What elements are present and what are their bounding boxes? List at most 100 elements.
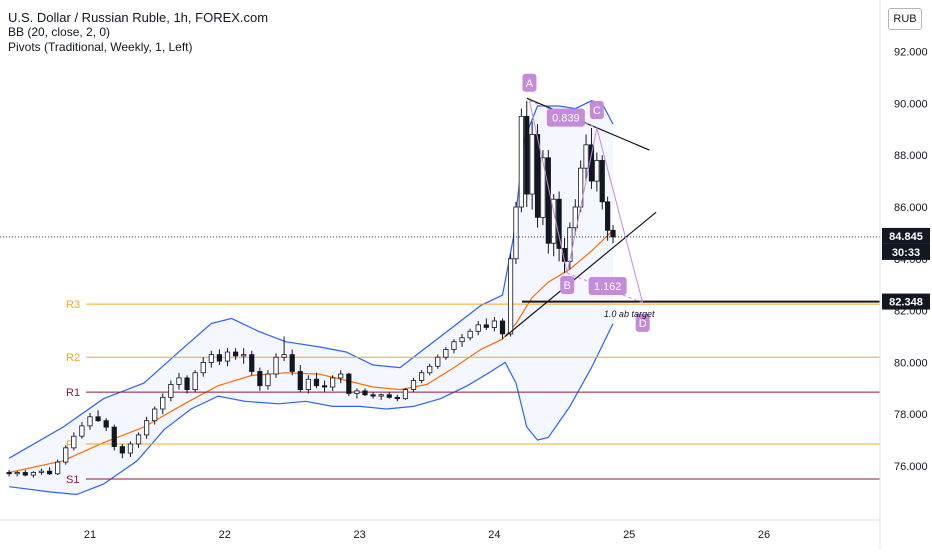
candle-body [176, 377, 182, 385]
candle [71, 432, 77, 451]
candle-body [281, 354, 287, 358]
candle [103, 418, 109, 432]
candle-body [273, 356, 279, 375]
candle-body [459, 337, 465, 343]
ratio-bc-label: 0.839 [552, 113, 580, 125]
price-tick-label: 88.000 [894, 150, 928, 162]
pattern-point-d-label: D [639, 318, 647, 330]
price-axis-background [880, 0, 932, 550]
bb-indicator-label[interactable]: BB (20, close, 2, 0) [8, 25, 111, 39]
candle-body [192, 372, 198, 390]
candle [419, 370, 425, 384]
candle [529, 121, 535, 210]
pattern-leg [596, 127, 644, 303]
candle-body [297, 371, 303, 390]
lower-trendline [504, 211, 657, 337]
candle-body [499, 320, 506, 335]
candle-body [605, 201, 611, 231]
candle [200, 357, 206, 377]
candle-body [257, 371, 263, 387]
candle-body [249, 354, 255, 372]
candle [483, 318, 489, 331]
candle-body [87, 416, 93, 427]
target-text: 1.0 ab target [604, 309, 655, 319]
candle-body [152, 408, 158, 422]
upper-trendline [526, 97, 650, 151]
candle-body [265, 373, 271, 387]
candle-body [362, 390, 368, 396]
pattern-point-a-badge [522, 73, 537, 92]
candle-body [160, 396, 166, 410]
candle-body [46, 470, 53, 475]
candle [499, 318, 506, 340]
candle-body [346, 373, 352, 394]
candle [6, 469, 12, 477]
candle [459, 333, 465, 347]
candle [168, 380, 174, 402]
candle [330, 375, 336, 391]
candle [14, 471, 20, 477]
candle-body [6, 472, 12, 475]
candle [321, 380, 328, 393]
candle [224, 348, 231, 367]
candle [605, 196, 611, 241]
candle [467, 328, 473, 341]
candle [435, 354, 441, 369]
pivots-indicator-label[interactable]: Pivots (Traditional, Weekly, 1, Left) [8, 40, 193, 54]
candle-body [95, 416, 101, 422]
candle [534, 124, 541, 228]
candle [30, 471, 36, 478]
candle [346, 372, 352, 397]
candle-body [168, 384, 174, 398]
candle [216, 349, 223, 365]
candle-body [22, 472, 28, 476]
candle-body [419, 372, 425, 381]
candle-body [491, 320, 498, 328]
level-price-tag-bg [882, 293, 930, 310]
candles-layer [6, 100, 616, 478]
candle-body [289, 354, 295, 372]
candle-body [599, 159, 605, 203]
candle-body [370, 394, 376, 397]
candle [451, 339, 457, 354]
pattern-bd-line [567, 272, 643, 304]
level-price-tag-text: 82.348 [889, 297, 923, 309]
candle-body [14, 472, 20, 475]
candle-body [545, 157, 551, 244]
candle [111, 424, 117, 451]
candle [192, 370, 198, 393]
ratio-cd-badge [588, 276, 627, 295]
candle [313, 372, 320, 389]
candle-body [402, 389, 409, 400]
bb-lower-line [9, 323, 614, 496]
candle-body [103, 420, 109, 428]
candle-body [200, 361, 206, 374]
candle-body [386, 394, 392, 398]
candle-body [224, 351, 231, 362]
candle-body [475, 324, 481, 332]
candle [55, 459, 61, 476]
currency-button[interactable]: RUB [888, 8, 922, 30]
symbol-title[interactable]: U.S. Dollar / Russian Ruble, 1h, FOREX.c… [8, 10, 269, 25]
price-tick-label: 92.000 [894, 47, 928, 59]
last-price-tag-bg [882, 227, 930, 244]
candle [289, 349, 295, 376]
candle-body [305, 378, 311, 390]
candle-body [540, 157, 546, 218]
candle-body [518, 115, 524, 208]
candle [545, 150, 551, 254]
candle-body [507, 258, 514, 335]
candle-body [594, 159, 600, 182]
candle [38, 468, 45, 476]
candle [22, 469, 28, 477]
candle [354, 388, 360, 399]
bb-basis-line [8, 229, 614, 474]
candle-body [111, 426, 117, 447]
candle-body [524, 115, 530, 195]
drawings-layer: A B C D 0.839 1.162 1.0 ab target [0, 73, 880, 337]
candle-body [135, 434, 142, 445]
ratio-bc-badge [546, 108, 585, 127]
